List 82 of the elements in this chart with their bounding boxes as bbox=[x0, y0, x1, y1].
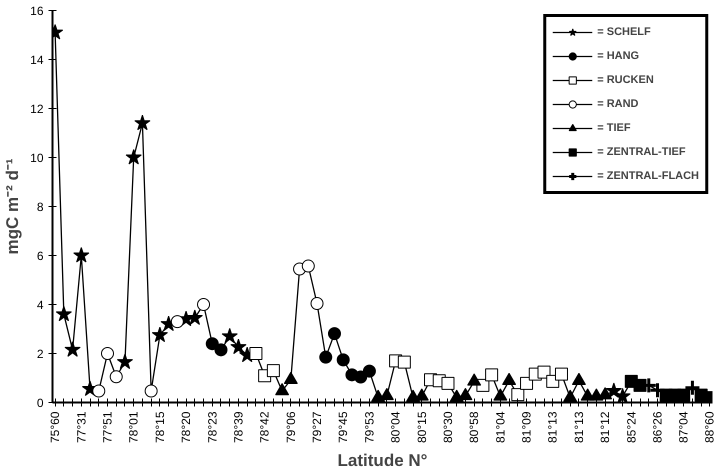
point bbox=[554, 368, 568, 381]
point bbox=[336, 353, 350, 366]
point bbox=[64, 341, 81, 357]
x-tick-label: 79°27 bbox=[310, 411, 324, 443]
point bbox=[206, 337, 219, 350]
x-tick-label: 81°09 bbox=[520, 411, 534, 443]
point bbox=[73, 247, 90, 262]
x-tick-label: 78°23 bbox=[205, 411, 220, 443]
point bbox=[214, 343, 228, 356]
x-tick-label: 78°20 bbox=[179, 411, 194, 443]
point bbox=[634, 378, 647, 392]
point bbox=[186, 309, 203, 325]
x-tick-label: 79°53 bbox=[362, 411, 376, 443]
x-axis-title: Latitude N° bbox=[338, 450, 428, 470]
y-tick-label: 2 bbox=[36, 347, 44, 361]
legend-label: = TIEF bbox=[597, 122, 631, 134]
point bbox=[222, 328, 238, 344]
y-tick-label: 12 bbox=[30, 102, 44, 116]
point bbox=[511, 388, 524, 402]
x-tick-label: 80°30 bbox=[440, 411, 455, 443]
point bbox=[520, 376, 534, 390]
x-tick-label: 86°26 bbox=[650, 411, 664, 443]
x-tick-label: 78°42 bbox=[258, 411, 272, 443]
point bbox=[684, 379, 701, 396]
point bbox=[677, 388, 690, 402]
y-axis-title: mgC m⁻² d⁻¹ bbox=[3, 158, 22, 255]
x-tick-label: 88°60 bbox=[702, 411, 716, 443]
legend-label: = HANG bbox=[597, 50, 640, 62]
y-tick-label: 10 bbox=[30, 151, 44, 165]
y-tick-label: 4 bbox=[36, 298, 44, 312]
point bbox=[485, 368, 498, 382]
x-tick-label: 78°39 bbox=[231, 411, 246, 443]
point bbox=[398, 356, 411, 369]
point bbox=[134, 114, 151, 130]
y-tick-label: 8 bbox=[36, 200, 44, 214]
point bbox=[170, 315, 184, 328]
point bbox=[328, 327, 341, 340]
y-tick-label: 16 bbox=[30, 4, 44, 18]
x-tick-label: 79°45 bbox=[336, 411, 350, 443]
y-tick-label: 6 bbox=[36, 249, 44, 263]
point bbox=[310, 297, 324, 310]
point bbox=[441, 376, 454, 390]
x-tick-label: 81°13 bbox=[572, 411, 586, 443]
point bbox=[362, 364, 376, 378]
point bbox=[110, 370, 123, 384]
point bbox=[144, 384, 158, 398]
x-tick-label: 81°13 bbox=[546, 411, 560, 443]
point bbox=[538, 366, 551, 379]
x-tick-label: 77°31 bbox=[74, 411, 88, 443]
legend-label: = RAND bbox=[597, 98, 639, 110]
legend-label: = SCHELF bbox=[597, 26, 651, 38]
x-tick-label: 81°04 bbox=[493, 411, 508, 443]
point bbox=[116, 354, 134, 370]
x-tick-label: 81°12 bbox=[598, 411, 612, 443]
point bbox=[101, 347, 114, 360]
point bbox=[266, 364, 280, 378]
point bbox=[197, 298, 210, 311]
legend-label: = ZENTRAL-TIEF bbox=[597, 146, 686, 158]
x-tick-label: 78°15 bbox=[152, 411, 167, 443]
point bbox=[302, 260, 315, 273]
x-tick-label: 80°58 bbox=[467, 411, 482, 443]
point bbox=[249, 347, 262, 360]
y-tick-label: 14 bbox=[30, 53, 44, 67]
x-tick-label: 85°24 bbox=[624, 411, 638, 443]
x-tick-label: 80°15 bbox=[414, 411, 429, 443]
x-tick-label: 78°01 bbox=[126, 411, 141, 443]
legend-label: = ZENTRAL-FLACH bbox=[597, 170, 699, 182]
x-tick-label: 75°60 bbox=[48, 411, 62, 443]
x-tick-label: 87°04 bbox=[676, 411, 691, 443]
x-tick-label: 79°06 bbox=[284, 411, 298, 443]
point bbox=[152, 326, 168, 342]
point bbox=[126, 149, 142, 164]
point bbox=[319, 350, 332, 364]
x-tick-label: 77°51 bbox=[100, 411, 114, 443]
point bbox=[56, 306, 72, 322]
point bbox=[354, 370, 368, 384]
point bbox=[230, 338, 247, 354]
y-tick-label: 0 bbox=[36, 396, 44, 410]
x-tick-label: 80°04 bbox=[388, 411, 403, 443]
point bbox=[92, 384, 106, 398]
point bbox=[649, 382, 666, 399]
legend-label: = RUCKEN bbox=[597, 74, 654, 86]
